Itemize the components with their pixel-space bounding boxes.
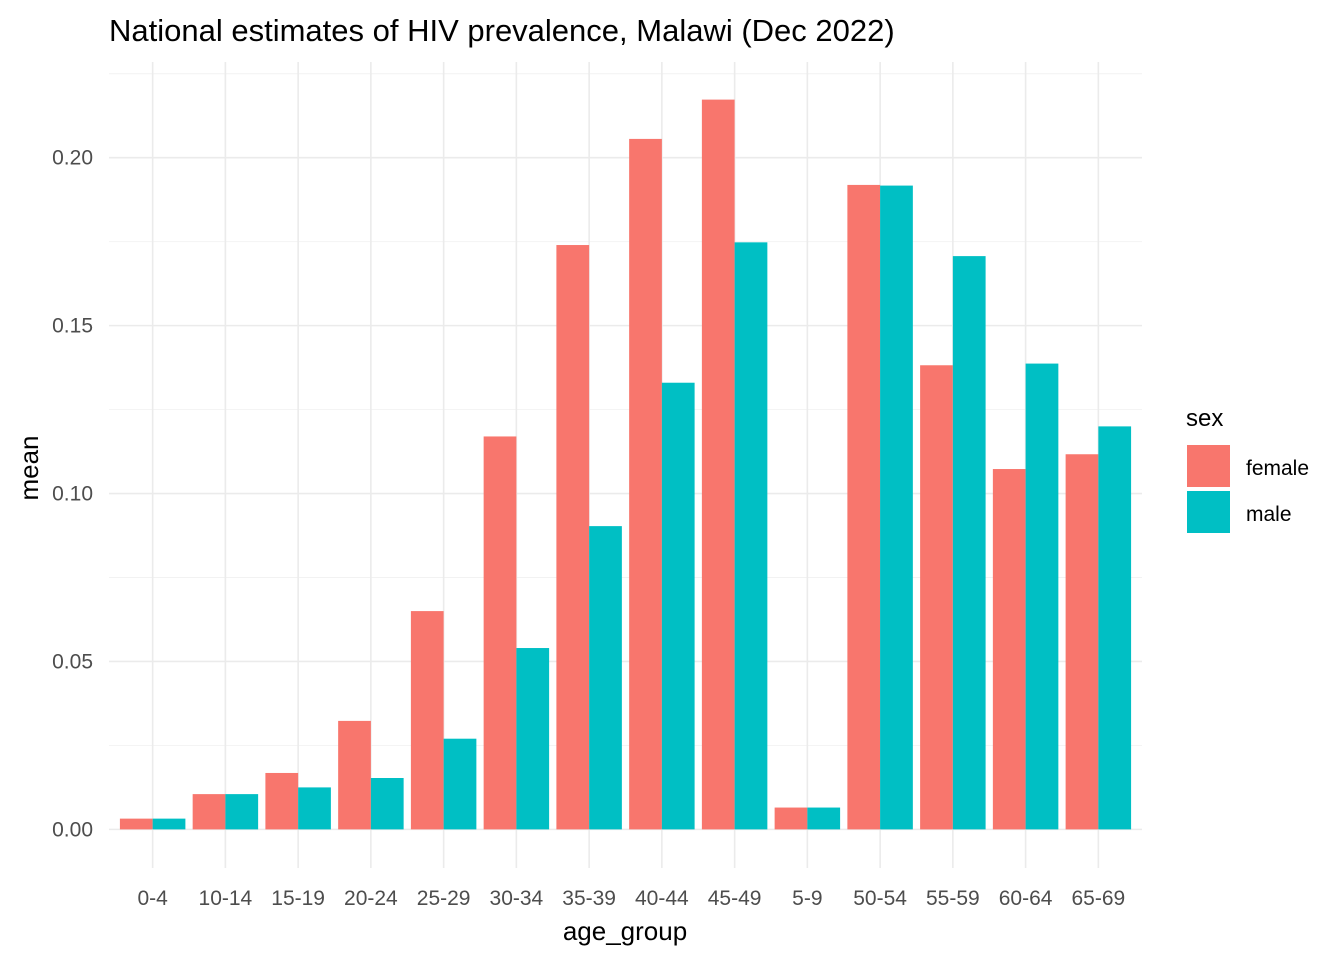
x-tick-label: 20-24 bbox=[344, 887, 398, 910]
x-tick-label: 60-64 bbox=[999, 887, 1053, 910]
bar-female-60-64 bbox=[992, 469, 1026, 830]
bar-female-0-4 bbox=[119, 818, 153, 830]
y-tick-label: 0.20 bbox=[52, 147, 93, 170]
bar-male-45-49 bbox=[734, 242, 768, 830]
bar-female-50-54 bbox=[847, 184, 881, 830]
legend-items: female male bbox=[1187, 445, 1309, 533]
bar-male-20-24 bbox=[370, 778, 404, 830]
y-tick-label: 0.00 bbox=[52, 818, 93, 841]
x-axis-ticks: 0-4 10-14 15-19 20-24 25-29 30-34 35-39 40-44 45… bbox=[137, 887, 1125, 910]
bar-male-35-39 bbox=[589, 526, 622, 830]
bar-male-60-64 bbox=[1025, 363, 1059, 830]
bar-female-5-9 bbox=[774, 807, 808, 830]
y-tick-label: 0.05 bbox=[52, 650, 93, 673]
legend-swatch-female bbox=[1187, 445, 1230, 487]
bar-female-25-29 bbox=[410, 611, 444, 830]
bar-female-40-44 bbox=[629, 138, 662, 830]
bar-male-50-54 bbox=[880, 185, 913, 830]
bar-female-35-39 bbox=[556, 245, 590, 830]
x-tick-label: 30-34 bbox=[490, 887, 544, 910]
bar-female-30-34 bbox=[483, 436, 517, 830]
y-axis-ticks: 0.00 0.05 0.10 0.15 0.20 bbox=[52, 147, 93, 842]
bar-male-5-9 bbox=[807, 807, 841, 830]
legend: sex female male bbox=[1186, 405, 1309, 533]
bar-female-20-24 bbox=[338, 720, 371, 830]
x-axis-title: age_group bbox=[563, 916, 687, 946]
bar-female-65-69 bbox=[1065, 454, 1099, 830]
y-tick-label: 0.15 bbox=[52, 315, 93, 338]
x-tick-label: 65-69 bbox=[1071, 887, 1125, 910]
x-tick-label: 10-14 bbox=[199, 887, 253, 910]
x-tick-label: 0-4 bbox=[137, 887, 168, 910]
y-axis-title: mean bbox=[14, 435, 44, 500]
legend-title: sex bbox=[1186, 405, 1223, 432]
x-tick-label: 35-39 bbox=[562, 887, 616, 910]
bar-male-40-44 bbox=[661, 382, 695, 830]
bar-male-0-4 bbox=[152, 818, 186, 830]
x-tick-label: 50-54 bbox=[853, 887, 907, 910]
x-tick-label: 25-29 bbox=[417, 887, 471, 910]
bar-male-25-29 bbox=[443, 738, 477, 830]
bar-male-15-19 bbox=[298, 787, 331, 830]
bar-female-45-49 bbox=[701, 99, 735, 830]
x-tick-label: 45-49 bbox=[708, 887, 762, 910]
x-tick-label: 55-59 bbox=[926, 887, 980, 910]
bar-male-55-59 bbox=[952, 256, 986, 830]
legend-swatch-male bbox=[1187, 491, 1230, 533]
x-tick-label: 40-44 bbox=[635, 887, 689, 910]
legend-label-male: male bbox=[1246, 503, 1292, 526]
x-tick-label: 15-19 bbox=[271, 887, 325, 910]
bar-male-10-14 bbox=[225, 794, 259, 830]
bar-male-30-34 bbox=[516, 648, 550, 830]
x-tick-label: 5-9 bbox=[792, 887, 822, 910]
bar-female-15-19 bbox=[265, 772, 299, 830]
bar-female-10-14 bbox=[192, 794, 226, 830]
legend-label-female: female bbox=[1246, 457, 1309, 480]
y-tick-label: 0.10 bbox=[52, 483, 93, 506]
bar-female-55-59 bbox=[920, 365, 953, 830]
chart-title: National estimates of HIV prevalence, Ma… bbox=[109, 13, 895, 48]
bar-male-65-69 bbox=[1098, 426, 1132, 830]
bars bbox=[119, 99, 1132, 830]
